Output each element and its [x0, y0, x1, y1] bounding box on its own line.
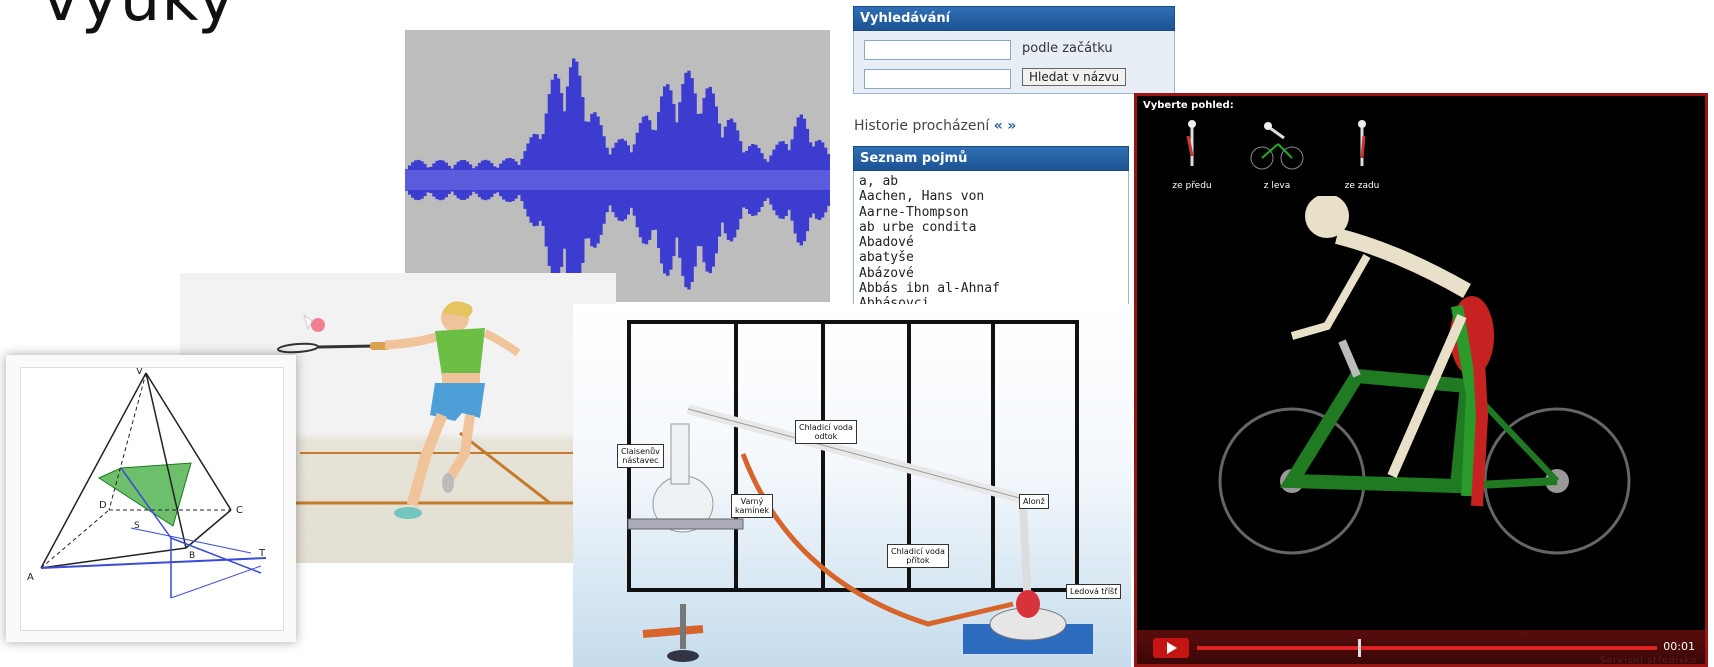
distillation-apparatus [627, 320, 1093, 662]
pyramid-label-t: T [258, 548, 266, 559]
search-header: Vyhledávání [853, 6, 1175, 31]
pyramid-figure: V A B C D S T [20, 366, 284, 631]
list-item[interactable]: abatyše [859, 250, 914, 266]
view-rear-button[interactable]: ze zadu [1327, 116, 1397, 191]
seek-handle[interactable] [1358, 639, 1361, 657]
pyramid-label-b: B [189, 551, 195, 561]
view-rear-label: ze zadu [1344, 181, 1380, 191]
list-item[interactable]: Aachen, Hans von [859, 189, 985, 205]
prefix-search-label: podle začátku [1022, 41, 1113, 56]
pyramid-label-s: S [134, 521, 140, 531]
view-front-label: ze předu [1172, 181, 1212, 191]
label-alonz: Alonž [1019, 494, 1049, 509]
list-item[interactable]: ab urbe condita [859, 219, 977, 235]
pyramid-label-c: C [236, 505, 243, 516]
name-search-input[interactable] [864, 69, 1011, 89]
pyramid-label-v: V [136, 368, 143, 377]
search-in-name-button[interactable]: Hledat v názvu [1022, 68, 1127, 86]
search-body: podle začátku Hledat v názvu [853, 31, 1175, 94]
list-item[interactable]: Aarne-Thompson [859, 204, 969, 220]
terms-list: a, ab Aachen, Hans von Aarne-Thompson ab… [853, 171, 1129, 316]
cyclist-front-thumb [1186, 120, 1196, 166]
page-title: výuky [42, 0, 236, 36]
badminton-illustration [180, 301, 616, 519]
label-cooling-water-out: Chladicí voda odtok [795, 420, 857, 444]
cyclist-player: Vyberte pohled: ze předu z leva ze zadu [1134, 93, 1708, 667]
play-icon [1167, 642, 1177, 654]
list-item[interactable]: Abadové [859, 235, 914, 251]
terms-panel: Seznam pojmů a, ab Aachen, Hans von Aarn… [853, 146, 1129, 316]
history-label: Historie procházení [854, 118, 990, 134]
view-prompt: Vyberte pohled: [1143, 100, 1234, 111]
history-back-icon[interactable]: « [993, 118, 1003, 134]
pyramid-label-d: D [99, 500, 107, 511]
pyramid-label-a: A [27, 572, 34, 583]
distillation-image: Claisenův nástavec Chladicí voda odtok V… [573, 304, 1131, 667]
waveform-graphic [405, 58, 831, 302]
player-controls: 00:01 [1137, 630, 1705, 664]
search-panel: Vyhledávání podle začátku Hledat v názvu… [853, 6, 1175, 316]
label-ice-bath: Ledová tříšť [1066, 584, 1122, 599]
pyramid-geometry-image: V A B C D S T [6, 355, 296, 642]
label-cooling-water-in: Chladicí voda přítok [887, 544, 949, 568]
cyclist-skeleton-illustration [1218, 196, 1631, 555]
cyclist-rear-thumb [1358, 120, 1366, 166]
list-item[interactable]: Abbás ibn al-Ahnaf [859, 281, 1000, 297]
list-item[interactable]: Abázové [859, 265, 914, 281]
prefix-search-input[interactable] [864, 40, 1011, 60]
watermark: Servisní středisko [1599, 656, 1697, 666]
label-claisen-adapter: Claisenův nástavec [617, 444, 664, 468]
seek-bar[interactable] [1197, 646, 1657, 650]
waveform-image [405, 30, 831, 302]
view-left-label: z leva [1263, 181, 1291, 191]
history-nav: Historie procházení « » [854, 118, 1016, 134]
cyclist-side-thumb [1250, 122, 1304, 170]
terms-header: Seznam pojmů [853, 146, 1129, 171]
pyramid-diagram: V A B C D S T [27, 366, 267, 599]
view-left-button[interactable]: z leva [1242, 116, 1312, 191]
play-button[interactable] [1153, 638, 1189, 658]
label-boiling-chip: Varný kamínek [731, 494, 774, 518]
history-forward-icon[interactable]: » [1007, 118, 1017, 134]
waveform-center-band [405, 170, 830, 190]
list-item[interactable]: a, ab [859, 174, 899, 189]
view-front-button[interactable]: ze předu [1157, 116, 1227, 191]
time-display: 00:01 [1663, 640, 1695, 653]
